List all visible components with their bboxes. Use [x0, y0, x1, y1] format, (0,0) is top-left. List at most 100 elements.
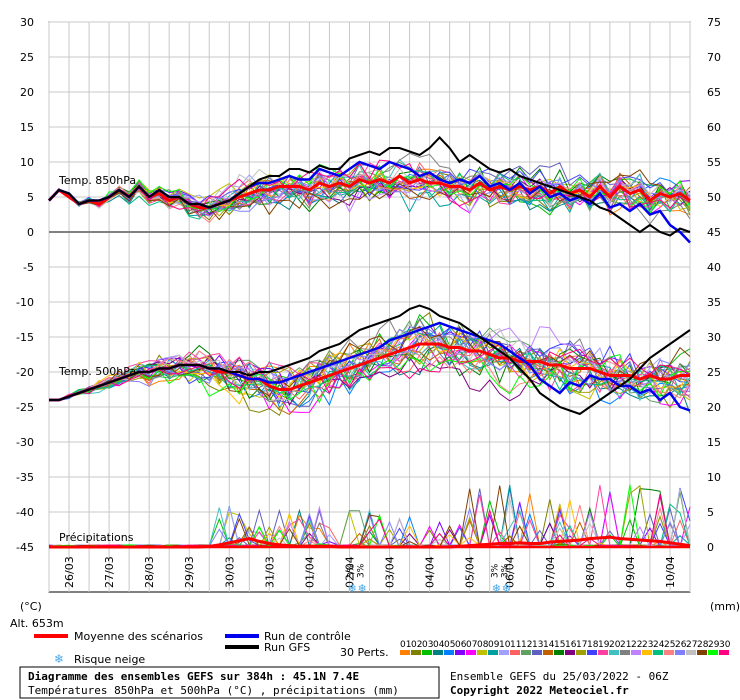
legend-mean-label: Moyenne des scénarios — [74, 630, 203, 643]
y-left-tick: 30 — [20, 16, 34, 29]
y-right-tick: 55 — [707, 156, 721, 169]
perturbation-label: 26 — [675, 640, 687, 650]
perturbation-swatch — [653, 650, 663, 655]
perturbation-swatch — [477, 650, 487, 655]
x-date-tick: 30/03 — [223, 556, 236, 588]
y-right-tick: 0 — [707, 541, 714, 554]
snow-markers: 3%❄3%❄3%❄3%❄ — [346, 563, 510, 595]
y-left-tick: -35 — [16, 471, 34, 484]
x-date-tick: 10/04 — [664, 556, 677, 588]
perturbation-swatch — [675, 650, 685, 655]
y-right-tick: 35 — [707, 296, 721, 309]
y-left-tick: -25 — [16, 401, 34, 414]
x-date-tick: 04/04 — [424, 556, 437, 588]
perturbation-label: 14 — [543, 640, 555, 650]
x-date-tick: 29/03 — [183, 556, 196, 588]
perturbation-label: 02 — [411, 640, 422, 650]
y-left-tick: -5 — [23, 261, 34, 274]
perturbation-label: 19 — [598, 640, 610, 650]
y-left-tick: -45 — [16, 541, 34, 554]
y-right-tick: 40 — [707, 261, 721, 274]
y-left-tick: -15 — [16, 331, 34, 344]
title-box — [19, 666, 440, 699]
perturbation-swatch — [433, 650, 443, 655]
copyright: Copyright 2022 Meteociel.fr — [450, 684, 629, 697]
perturbation-label: 25 — [664, 640, 675, 650]
snow-percent: 3% — [356, 563, 366, 578]
perturbation-label: 16 — [565, 640, 577, 650]
perturbation-swatch — [609, 650, 619, 655]
perturbation-label: 28 — [697, 640, 709, 650]
y-left-tick: 0 — [27, 226, 34, 239]
chart-title: Diagramme des ensembles GEFS sur 384h : … — [28, 670, 359, 683]
x-date-tick: 26/03 — [63, 556, 76, 588]
perturbation-swatch — [521, 650, 531, 655]
member-line — [48, 325, 691, 401]
y-left-tick: -20 — [16, 366, 34, 379]
member-line — [48, 318, 691, 403]
perturbation-label: 23 — [642, 640, 653, 650]
perturbation-label: 09 — [488, 640, 500, 650]
x-date-tick: 31/03 — [263, 556, 276, 588]
perturbation-swatch — [411, 650, 421, 655]
perturbation-swatch — [664, 650, 674, 655]
y-left-tick: 25 — [20, 51, 34, 64]
perturbation-label: 03 — [422, 640, 433, 650]
perturbation-label: 08 — [477, 640, 489, 650]
snow-flake-icon: ❄ — [347, 582, 356, 595]
series-t850 — [48, 136, 691, 237]
snow-flake-icon: ❄ — [54, 652, 64, 666]
perturbation-swatch — [400, 650, 410, 655]
left-unit: (°C) — [20, 600, 42, 613]
perturbation-label: 30 — [719, 640, 731, 650]
member-line — [48, 325, 691, 401]
perturbation-legend: 01 02 03 04 05 06 07 08 09 10 11 12 13 14 15 16 17 18 19 20… — [400, 640, 731, 655]
label-t500: Temp. 500hPa — [58, 365, 136, 378]
perturbation-swatch — [631, 650, 641, 655]
altitude-label: Alt. 653m — [10, 617, 64, 630]
perturbation-label: 15 — [554, 640, 565, 650]
member-line — [48, 354, 691, 407]
snow-flake-icon: ❄ — [492, 582, 501, 595]
left-axis: 30 25 20 15 10 5 0 -5 -10 -15 -20 -25 -30 -35 -40 -45 — [16, 16, 34, 554]
perturbation-label: 11 — [510, 640, 521, 650]
x-date-tick: 02/04 — [343, 556, 356, 588]
member-line — [48, 168, 691, 210]
y-left-tick: -30 — [16, 436, 34, 449]
main-series — [47, 136, 691, 549]
y-left-tick: -40 — [16, 506, 34, 519]
legend-control-label: Run de contrôle — [264, 630, 351, 643]
x-date-tick: 28/03 — [143, 556, 156, 588]
perturbation-swatch — [642, 650, 652, 655]
y-right-tick: 65 — [707, 86, 721, 99]
perturbation-label: 06 — [455, 640, 467, 650]
perturbation-label: 18 — [587, 640, 599, 650]
y-left-tick: -10 — [16, 296, 34, 309]
x-date-tick: 07/04 — [544, 556, 557, 588]
y-left-tick: 20 — [20, 86, 34, 99]
snow-percent: 3% — [491, 563, 501, 578]
perturbation-swatch — [708, 650, 718, 655]
x-axis: 26/03 27/03 28/03 29/03 30/03 31/03 01/04 02/04… — [63, 556, 677, 588]
label-precip: Précipitations — [59, 531, 134, 544]
perturbation-label: 17 — [576, 640, 587, 650]
perturbation-swatch — [444, 650, 454, 655]
perturbation-label: 07 — [466, 640, 477, 650]
perturbation-swatch — [686, 650, 696, 655]
y-left-tick: 5 — [27, 191, 34, 204]
y-left-tick: 10 — [20, 156, 34, 169]
perturbation-swatch — [499, 650, 509, 655]
y-right-tick: 70 — [707, 51, 721, 64]
perturbation-swatch — [488, 650, 498, 655]
y-right-tick: 10 — [707, 471, 721, 484]
chart-grid — [48, 21, 691, 593]
series-t500 — [49, 304, 691, 416]
perturbation-swatch — [587, 650, 597, 655]
perturbation-swatch — [719, 650, 729, 655]
perturbation-swatch — [532, 650, 542, 655]
y-right-tick: 45 — [707, 226, 721, 239]
perturbation-swatch — [554, 650, 564, 655]
y-right-tick: 25 — [707, 366, 721, 379]
x-date-tick: 27/03 — [103, 556, 116, 588]
